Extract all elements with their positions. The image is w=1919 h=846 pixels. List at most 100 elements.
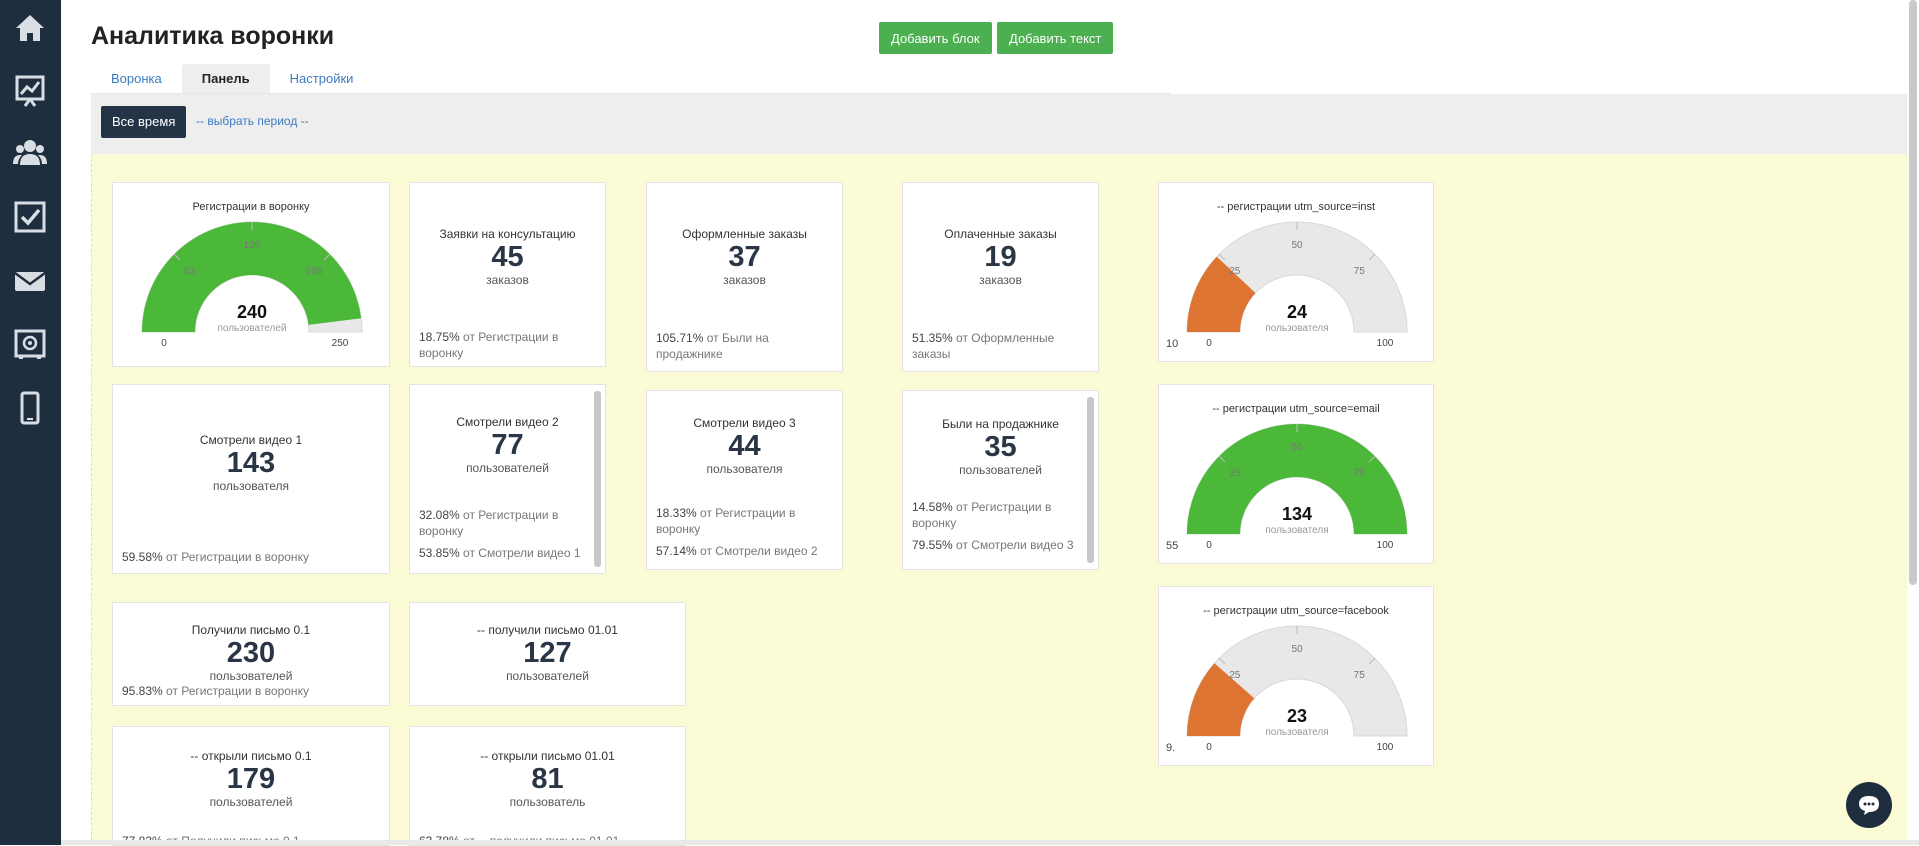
kpi-percent-value: 18.33% [656, 506, 697, 520]
kpi-value: 35 [984, 431, 1017, 463]
tab-panel[interactable]: Панель [181, 64, 270, 94]
tab-funnel[interactable]: Воронка [111, 71, 162, 86]
chat-icon [1859, 796, 1879, 815]
kpi-percent-text: от Регистрации в воронку [912, 500, 1052, 530]
gauge-tick [1368, 455, 1376, 463]
kpi-percent: 51.35% от Оформленные заказы [912, 330, 1089, 362]
kpi-percent-list: 51.35% от Оформленные заказы [912, 330, 1089, 368]
kpi-unit: пользователей [506, 669, 589, 683]
kpi-title: Оплаченные заказы [944, 227, 1057, 241]
gauge-widget[interactable]: -- регистрации utm_source=facebook 25 50 75… [1158, 586, 1434, 766]
kpi-percent: 79.55% от Смотрели видео 3 [912, 537, 1089, 553]
kpi-tile[interactable]: -- получили письмо 01.01 127 пользователей [409, 602, 686, 706]
gauge-widget[interactable]: -- регистрации utm_source=email 25 50 75 0 10… [1158, 384, 1434, 564]
kpi-tile[interactable]: Смотрели видео 1 143 пользователя 59.58% от… [112, 384, 390, 574]
page-scrollbar[interactable] [1909, 0, 1917, 585]
kpi-percent: 63.78% от -- получили письмо 01.01 [419, 833, 676, 845]
kpi-tile[interactable]: Оплаченные заказы 19 заказов 51.35% от Офор… [902, 182, 1099, 372]
kpi-unit: пользователей [466, 461, 549, 475]
gauge-unit: пользователя [1265, 323, 1328, 334]
kpi-value: 143 [226, 447, 276, 479]
kpi-percent-value: 59.58% [122, 550, 163, 564]
kpi-value: 81 [531, 763, 564, 795]
kpi-percent-text: от Смотрели видео 2 [696, 544, 818, 558]
kpi-tile[interactable]: Заявки на консультацию 45 заказов 18.75% от… [409, 182, 606, 367]
gauge-tick-label: 25 [1229, 670, 1241, 681]
kpi-tile[interactable]: Были на продажнике 35 пользователей 14.58% … [902, 390, 1099, 570]
checkbox-icon[interactable] [10, 197, 50, 237]
gauge-side-label: 55 [1166, 540, 1179, 552]
gauge-value: 23 [1287, 706, 1307, 726]
mail-icon[interactable] [10, 261, 50, 301]
kpi-tile[interactable]: Смотрели видео 3 44 пользователя 18.33% от … [646, 390, 843, 570]
kpi-unit: пользователя [706, 462, 783, 476]
kpi-title: Смотрели видео 3 [693, 416, 796, 430]
gauge-tick [1218, 657, 1226, 665]
mobile-icon[interactable] [10, 388, 50, 428]
kpi-percent-list: 59.58% от Регистрации в воронку [122, 549, 380, 571]
gauge-side-label: 9. [1166, 742, 1176, 754]
gauge-max-label: 100 [1377, 540, 1394, 551]
kpi-percent-value: 14.58% [912, 500, 953, 514]
kpi-percent: 77.83% от Получили письмо 0.1 [122, 833, 380, 845]
filter-bar: Все время -- выбрать период -- [91, 94, 1907, 154]
tab-settings[interactable]: Настройки [289, 71, 354, 86]
gauge-widget[interactable]: -- регистрации utm_source=inst 25 50 75 0 100… [1158, 182, 1434, 362]
chart-board-icon[interactable] [10, 70, 50, 110]
kpi-percent-list: 95.83% от Регистрации в воронку [122, 683, 380, 705]
kpi-value: 127 [523, 637, 572, 669]
gauge-unit: пользователя [1265, 727, 1328, 738]
gauge-title: Регистрации в воронку [192, 201, 310, 213]
chat-button[interactable] [1846, 782, 1892, 828]
gauge-tick-label: 25 [1229, 468, 1241, 479]
kpi-percent-text: от Были на продажнике [656, 331, 769, 361]
kpi-value: 77 [491, 429, 524, 461]
kpi-percent-list: 18.75% от Регистрации в воронку [419, 329, 596, 366]
kpi-unit: пользователь [509, 795, 586, 809]
gauge-side-label: 10 [1166, 338, 1179, 350]
tile-scrollbar[interactable] [594, 391, 601, 567]
kpi-tile-body: Оплаченные заказы 19 заказов [903, 227, 1098, 287]
all-time-button[interactable]: Все время [101, 106, 187, 138]
gauge-widget[interactable]: Регистрации в воронку 63 126 189 0 250 240 поль… [112, 182, 390, 367]
kpi-percent-value: 63.78% [419, 834, 460, 845]
gauge-tick [1218, 455, 1226, 463]
kpi-percent: 18.75% от Регистрации в воронку [419, 329, 596, 361]
gauge-unit: пользователя [1265, 525, 1328, 536]
gauge-tick-label: 50 [1291, 644, 1303, 655]
kpi-value: 37 [728, 241, 761, 273]
kpi-percent-text: от Регистрации в воронку [419, 330, 559, 360]
kpi-title: -- открыли письмо 01.01 [480, 749, 615, 763]
kpi-value: 230 [226, 637, 276, 669]
gauge-tick-label: 126 [244, 240, 261, 251]
safe-icon[interactable] [10, 324, 50, 364]
gauge-value: 134 [1282, 504, 1312, 524]
kpi-tile[interactable]: Смотрели видео 2 77 пользователей 32.08% от… [409, 384, 606, 574]
kpi-tile[interactable]: Получили письмо 0.1 230 пользователей 95.83… [112, 602, 390, 706]
kpi-value: 179 [226, 763, 276, 795]
kpi-tile[interactable]: Оформленные заказы 37 заказов 105.71% от Бы… [646, 182, 843, 372]
main-area: Аналитика воронки Добавить блок Добавить… [61, 0, 1919, 846]
gauge-min-label: 0 [161, 338, 167, 349]
kpi-percent-text: от Регистрации в воронку [162, 550, 309, 564]
add-text-button[interactable]: Добавить текст [997, 22, 1114, 54]
gauge-tick-label: 75 [1354, 468, 1366, 479]
kpi-tile-body: -- открыли письмо 01.01 81 пользователь [410, 749, 685, 809]
gauge-min-label: 0 [1206, 540, 1212, 551]
tab-divider [91, 93, 1170, 94]
users-icon[interactable] [10, 133, 50, 173]
kpi-percent: 53.85% от Смотрели видео 1 [419, 545, 596, 561]
kpi-percent: 57.14% от Смотрели видео 2 [656, 543, 833, 559]
tile-scrollbar[interactable] [1087, 397, 1094, 563]
gauge-value-arc [1187, 663, 1255, 736]
kpi-percent-text: от -- получили письмо 01.01 [460, 834, 619, 845]
period-select-link[interactable]: -- выбрать период -- [196, 114, 309, 128]
add-block-button[interactable]: Добавить блок [879, 22, 992, 54]
dashboard-canvas: Заявки на консультацию 45 заказов 18.75% от… [91, 154, 1907, 846]
home-icon[interactable] [10, 8, 50, 48]
kpi-unit: заказов [486, 273, 529, 287]
kpi-percent: 59.58% от Регистрации в воронку [122, 549, 380, 565]
